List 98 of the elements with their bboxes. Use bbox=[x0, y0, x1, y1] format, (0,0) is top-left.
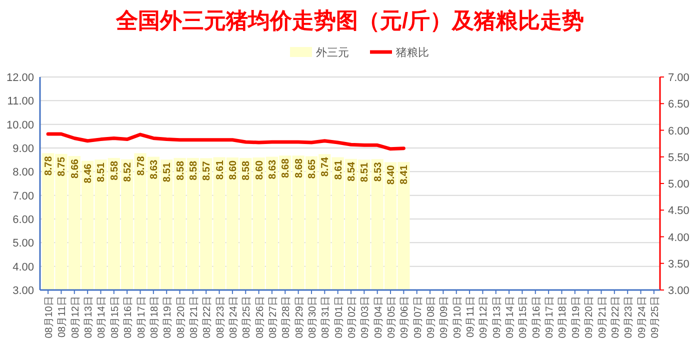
y2-tick-label: 6.00 bbox=[668, 125, 690, 138]
data-label: 8.63 bbox=[267, 159, 278, 180]
legend-label: 外三元 bbox=[316, 47, 349, 59]
y2-tick-label: 4.50 bbox=[668, 205, 690, 218]
data-label: 8.61 bbox=[333, 160, 344, 180]
data-label: 8.58 bbox=[109, 160, 120, 180]
y-tick-label: 4.00 bbox=[12, 261, 34, 274]
x-tick-label: 08月26日 bbox=[254, 296, 266, 338]
data-label: 8.68 bbox=[280, 158, 292, 178]
data-label: 8.78 bbox=[136, 156, 147, 176]
x-tick-label: 08月12日 bbox=[70, 296, 82, 338]
y-tick-label: 6.00 bbox=[12, 214, 34, 226]
y-tick-label: 8.00 bbox=[12, 166, 34, 179]
data-label: 8.46 bbox=[83, 163, 94, 184]
y-tick-label: 7.00 bbox=[12, 190, 34, 202]
data-label: 8.54 bbox=[346, 161, 358, 182]
x-tick-label: 09月21日 bbox=[597, 296, 608, 338]
x-tick-label: 09月24日 bbox=[636, 296, 648, 338]
x-tick-label: 08月30日 bbox=[307, 296, 318, 338]
x-tick-label: 09月10日 bbox=[452, 296, 464, 338]
x-tick-label: 08月25日 bbox=[242, 296, 253, 338]
x-tick-label: 09月03日 bbox=[360, 296, 372, 338]
x-tick-label: 09月05日 bbox=[386, 296, 398, 338]
data-label: 8.60 bbox=[228, 160, 239, 180]
x-tick-label: 09月15日 bbox=[518, 296, 530, 338]
data-label: 8.52 bbox=[122, 162, 134, 182]
x-tick-label: 08月21日 bbox=[188, 296, 200, 338]
legend-label: 猪粮比 bbox=[396, 46, 429, 59]
y2-tick-label: 5.00 bbox=[668, 178, 690, 190]
x-tick-label: 08月17日 bbox=[136, 296, 148, 338]
x-tick-label: 09月20日 bbox=[584, 296, 596, 338]
y2-tick-label: 5.50 bbox=[668, 152, 690, 164]
x-tick-label: 09月16日 bbox=[531, 296, 542, 338]
data-label: 8.63 bbox=[148, 159, 160, 180]
y2-tick-label: 3.00 bbox=[668, 285, 690, 297]
x-tick-label: 08月20日 bbox=[176, 296, 187, 338]
data-label: 8.66 bbox=[70, 158, 81, 179]
x-tick-label: 09月17日 bbox=[544, 296, 556, 338]
x-tick-label: 09月13日 bbox=[492, 296, 503, 338]
x-tick-label: 08月18日 bbox=[149, 296, 160, 338]
data-label: 8.60 bbox=[254, 160, 266, 180]
chart-title: 全国外三元猪均价走势图（元/斤）及猪粮比走势 bbox=[114, 8, 584, 33]
x-tick-label: 09月04日 bbox=[373, 296, 384, 338]
x-tick-label: 08月27日 bbox=[268, 296, 279, 338]
y2-tick-label: 3.50 bbox=[668, 258, 690, 270]
x-tick-label: 09月01日 bbox=[334, 296, 345, 338]
x-tick-label: 09月12日 bbox=[478, 296, 490, 338]
x-tick-label: 08月23日 bbox=[215, 296, 226, 338]
x-tick-label: 08月29日 bbox=[294, 296, 306, 338]
x-tick-label: 08月22日 bbox=[202, 296, 214, 338]
data-label: 8.51 bbox=[162, 162, 174, 182]
x-tick-label: 09月08日 bbox=[426, 296, 438, 338]
x-tick-label: 08月11日 bbox=[57, 296, 68, 338]
x-tick-label: 09月22日 bbox=[610, 296, 622, 338]
data-label: 8.65 bbox=[306, 158, 318, 179]
data-label: 8.58 bbox=[175, 160, 186, 180]
x-tick-label: 09月23日 bbox=[624, 296, 635, 338]
y-tick-label: 10.00 bbox=[6, 119, 34, 132]
data-label: 8.75 bbox=[56, 156, 68, 176]
x-tick-label: 08月16日 bbox=[123, 296, 134, 338]
data-label: 8.53 bbox=[372, 162, 384, 182]
x-tick-label: 09月09日 bbox=[439, 296, 450, 338]
data-label: 8.51 bbox=[360, 162, 371, 182]
y2-tick-label: 7.00 bbox=[668, 72, 690, 84]
x-tick-label: 08月28日 bbox=[281, 296, 292, 338]
data-label: 8.58 bbox=[188, 160, 200, 180]
x-tick-label: 09月02日 bbox=[347, 296, 358, 338]
y-tick-label: 12.00 bbox=[6, 72, 34, 84]
x-tick-label: 09月25日 bbox=[650, 296, 661, 338]
data-label: 8.41 bbox=[399, 164, 410, 184]
data-label: 8.57 bbox=[202, 160, 213, 181]
y-tick-label: 5.00 bbox=[12, 238, 34, 250]
x-tick-label: 08月31日 bbox=[320, 296, 332, 338]
x-tick-label: 09月07日 bbox=[412, 296, 424, 338]
x-tick-label: 09月14日 bbox=[505, 296, 516, 338]
data-label: 8.61 bbox=[214, 160, 226, 180]
y-tick-label: 3.00 bbox=[12, 285, 34, 297]
x-tick-label: 08月19日 bbox=[162, 296, 174, 338]
x-tick-label: 08月13日 bbox=[84, 296, 95, 338]
y2-tick-label: 6.50 bbox=[668, 98, 690, 111]
data-label: 8.58 bbox=[241, 160, 252, 180]
x-tick-label: 08月15日 bbox=[110, 296, 121, 338]
y2-tick-label: 4.00 bbox=[668, 232, 690, 244]
y-tick-label: 11.00 bbox=[7, 96, 34, 108]
x-tick-label: 09月19日 bbox=[570, 296, 582, 338]
data-label: 8.68 bbox=[294, 158, 305, 178]
x-tick-label: 08月10日 bbox=[44, 296, 56, 338]
data-label: 8.40 bbox=[386, 164, 398, 185]
x-tick-label: 09月18日 bbox=[558, 296, 569, 338]
data-label: 8.78 bbox=[44, 156, 55, 176]
x-tick-label: 08月14日 bbox=[96, 296, 108, 338]
y-tick-label: 9.00 bbox=[12, 143, 34, 155]
data-label: 8.51 bbox=[96, 162, 108, 182]
x-tick-label: 09月11日 bbox=[466, 296, 477, 338]
x-tick-label: 09月06日 bbox=[400, 296, 411, 338]
data-label: 8.74 bbox=[320, 156, 332, 177]
line-series bbox=[46, 132, 406, 151]
x-tick-label: 08月24日 bbox=[228, 296, 240, 338]
